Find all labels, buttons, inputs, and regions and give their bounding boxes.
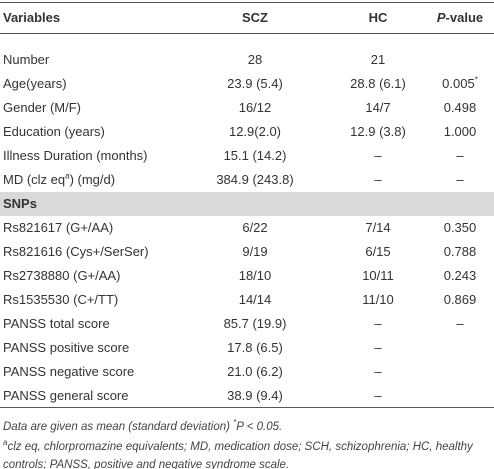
cell-value: 7/14 — [365, 220, 391, 235]
cell-value: 15.1 (14.2) — [223, 148, 287, 163]
cell-value: 14/14 — [238, 292, 272, 307]
cell-value: 0.498 — [443, 100, 477, 115]
cell-value: 28 — [247, 52, 263, 67]
cell-value: – — [456, 172, 464, 187]
header-cell: P-value — [360, 10, 494, 26]
row-label: Rs821616 (Cys+/SerSer) — [3, 244, 149, 259]
row-label: Rs1535530 (C+/TT) — [3, 292, 119, 307]
cell-value: 11/10 — [362, 292, 394, 307]
row-label: Education (years) — [3, 124, 105, 139]
cell-value: 28.8 (6.1) — [350, 76, 406, 91]
row-label: PANSS total score — [3, 316, 110, 331]
cell-value: 18/10 — [238, 268, 272, 283]
cell-value: 14/7 — [365, 100, 391, 115]
cell-value: – — [456, 148, 464, 163]
footnote: aclz eq, chlorpromazine equivalents; MD,… — [3, 438, 491, 469]
cell-value: 16/12 — [238, 100, 272, 115]
text-run: clz eq, chlorpromazine equivalents; MD, … — [3, 441, 473, 469]
cell-value: 384.9 (243.8) — [216, 172, 294, 187]
cell-value: – — [456, 316, 464, 331]
cell-value: 12.9(2.0) — [228, 124, 282, 139]
cell-value: 9/19 — [242, 244, 268, 259]
footnote: Data are given as mean (standard deviati… — [3, 418, 491, 436]
cell-value: – — [374, 388, 382, 403]
header-cell: SCZ — [242, 10, 268, 25]
cell-value: – — [374, 172, 382, 187]
row-label: MD (clz eqa) (mg/d) — [3, 172, 115, 188]
row-label: PANSS negative score — [3, 364, 135, 379]
rule — [0, 2, 494, 3]
section-band — [0, 192, 494, 216]
header-cell: HC — [368, 10, 388, 25]
text-run: ) (mg/d) — [69, 172, 116, 187]
header-cell: Variables — [3, 10, 61, 25]
cell-value: 38.9 (9.4) — [227, 388, 283, 403]
cell-value: – — [374, 316, 382, 331]
cell-value: 0.005* — [360, 76, 494, 92]
cell-value: 0.788 — [443, 244, 477, 259]
row-label: Rs821617 (G+/AA) — [3, 220, 114, 235]
text-run: MD (clz eq — [3, 172, 66, 187]
section-label: SNPs — [3, 196, 37, 211]
cell-value: 10/11 — [362, 268, 394, 283]
row-label: PANSS positive score — [3, 340, 130, 355]
row-label: Rs2738880 (G+/AA) — [3, 268, 121, 283]
row-label: Age(years) — [3, 76, 67, 91]
cell-value: – — [374, 148, 382, 163]
text-run: * — [474, 75, 478, 85]
text-run: 0.005 — [442, 76, 475, 91]
text-run: a — [65, 171, 70, 181]
cell-value: – — [374, 340, 382, 355]
cell-value: 6/15 — [365, 244, 391, 259]
row-label: PANSS general score — [3, 388, 129, 403]
text-run: a — [3, 438, 8, 448]
cell-value: 17.8 (6.5) — [227, 340, 283, 355]
cell-value: – — [374, 364, 382, 379]
cell-value: 6/22 — [242, 220, 268, 235]
rule — [0, 407, 494, 408]
cell-value: 1.000 — [443, 124, 477, 139]
rule — [0, 33, 494, 34]
cell-value: 21 — [370, 52, 386, 67]
row-label: Gender (M/F) — [3, 100, 82, 115]
text-run: P — [436, 10, 446, 25]
text-run: P < 0.05. — [236, 421, 283, 433]
cell-value: 23.9 (5.4) — [227, 76, 283, 91]
cell-value: 0.350 — [443, 220, 477, 235]
cell-value: 0.869 — [443, 292, 477, 307]
cell-value: 0.243 — [443, 268, 477, 283]
text-run: Data are given as mean (standard deviati… — [3, 421, 234, 433]
text-run: * — [233, 418, 237, 428]
cell-value: 21.0 (6.2) — [227, 364, 283, 379]
cell-value: 85.7 (19.9) — [223, 316, 287, 331]
row-label: Number — [3, 52, 50, 67]
cell-value: 12.9 (3.8) — [350, 124, 406, 139]
row-label: Illness Duration (months) — [3, 148, 148, 163]
text-run: -value — [445, 10, 484, 25]
